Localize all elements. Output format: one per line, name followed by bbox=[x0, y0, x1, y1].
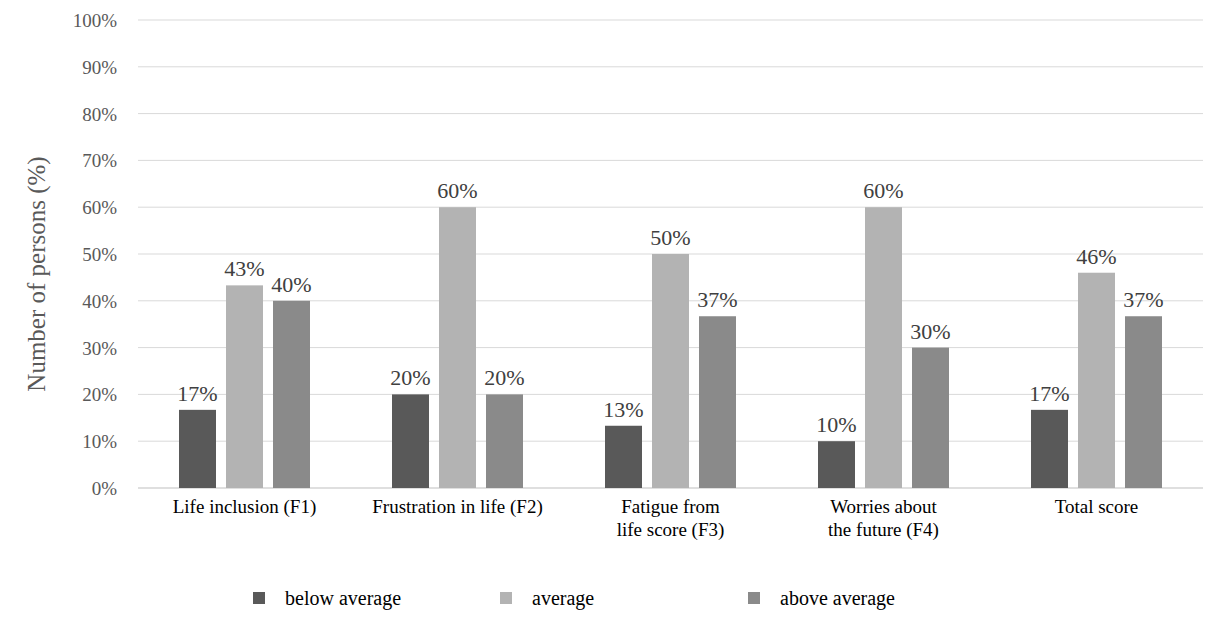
category-label: Frustration in life (F2) bbox=[372, 496, 542, 518]
data-label: 60% bbox=[863, 178, 903, 203]
data-label: 50% bbox=[650, 225, 690, 250]
data-label: 46% bbox=[1076, 244, 1116, 269]
legend-swatch bbox=[748, 592, 760, 604]
tick-label: 60% bbox=[82, 197, 117, 218]
data-label: 40% bbox=[271, 272, 311, 297]
data-label: 37% bbox=[697, 287, 737, 312]
grid-line bbox=[138, 20, 1203, 21]
bar bbox=[179, 410, 216, 488]
legend-swatch bbox=[253, 592, 265, 604]
bar bbox=[1031, 410, 1068, 488]
data-label: 43% bbox=[224, 256, 264, 281]
grid-line bbox=[138, 66, 1203, 67]
data-label: 60% bbox=[437, 178, 477, 203]
axis-label: Number of persons (%) bbox=[23, 156, 51, 391]
legend-swatch bbox=[500, 592, 512, 604]
category-label: Total score bbox=[1055, 496, 1139, 517]
legend-label: below average bbox=[285, 587, 401, 610]
tick-label: 30% bbox=[82, 338, 117, 359]
tick-label: 70% bbox=[82, 150, 117, 171]
bar bbox=[273, 301, 310, 488]
legend-label: average bbox=[532, 587, 594, 610]
data-labels: 17% 43% 40% 20% 60% 20% 13% 50% 37% 10% 60% 30% 17% 4… bbox=[177, 178, 1163, 437]
category-label: Life inclusion (F1) bbox=[173, 496, 317, 518]
tick-label: 0% bbox=[92, 478, 118, 499]
category-label: Worries aboutthe future (F4) bbox=[828, 496, 939, 541]
tick-label: 80% bbox=[82, 104, 117, 125]
data-label: 37% bbox=[1123, 287, 1163, 312]
bar bbox=[912, 348, 949, 488]
data-label: 17% bbox=[1029, 381, 1069, 406]
tick-label: 40% bbox=[82, 291, 117, 312]
data-label: 17% bbox=[177, 381, 217, 406]
tick-label: 100% bbox=[73, 10, 118, 31]
data-label: 20% bbox=[484, 365, 524, 390]
tick-label: 50% bbox=[82, 244, 117, 265]
bar bbox=[392, 394, 429, 488]
bar bbox=[652, 254, 689, 488]
bar bbox=[605, 426, 642, 488]
grid-line bbox=[138, 113, 1203, 114]
bar bbox=[818, 441, 855, 488]
bar bbox=[865, 207, 902, 488]
data-label: 10% bbox=[816, 412, 856, 437]
data-label: 30% bbox=[910, 319, 950, 344]
grid-line bbox=[138, 160, 1203, 161]
data-label: 13% bbox=[603, 397, 643, 422]
legend-label: above average bbox=[780, 587, 895, 610]
bar bbox=[699, 316, 736, 488]
bar bbox=[439, 207, 476, 488]
bar bbox=[1125, 316, 1162, 488]
category-label: Fatigue fromlife score (F3) bbox=[617, 496, 725, 541]
chart: 0% 10% 20% 30% 40% 50% 60% 70% 80% 90% 100% Number … bbox=[0, 0, 1221, 632]
data-label: 20% bbox=[390, 365, 430, 390]
grid-line bbox=[138, 207, 1203, 208]
tick-label: 10% bbox=[82, 431, 117, 452]
tick-label: 90% bbox=[82, 57, 117, 78]
bar bbox=[1078, 273, 1115, 488]
bar bbox=[486, 394, 523, 488]
bar bbox=[226, 285, 263, 488]
bars bbox=[179, 207, 1162, 488]
tick-label: 20% bbox=[82, 384, 117, 405]
